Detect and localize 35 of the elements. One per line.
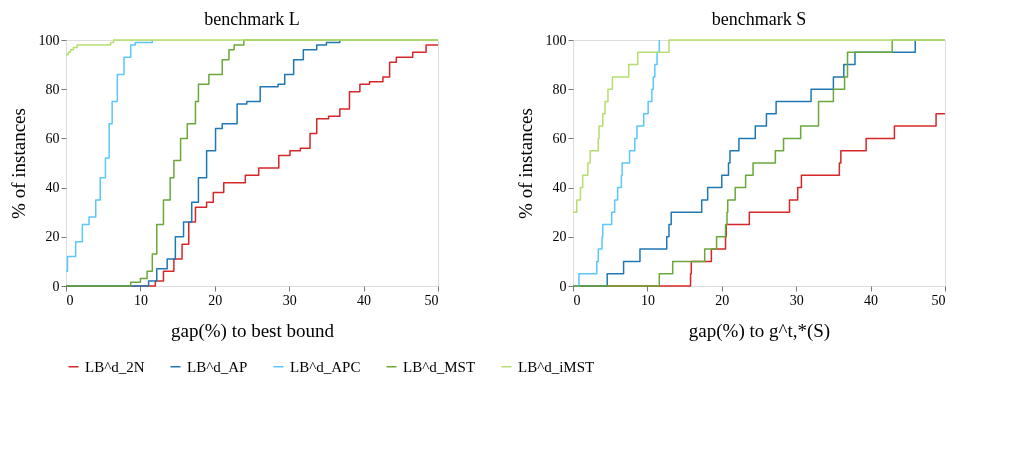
legend-label: LB^d_AP xyxy=(187,358,248,375)
y-tick-label: 60 xyxy=(552,130,567,146)
x-tick-label: 20 xyxy=(208,292,223,308)
chart-title: benchmark S xyxy=(711,9,807,29)
x-tick-label: 40 xyxy=(864,292,879,308)
x-tick-label: 40 xyxy=(357,292,372,308)
y-tick-label: 40 xyxy=(45,180,60,196)
y-axis-title: % of instances xyxy=(514,108,536,219)
legend-label: LB^d_MST xyxy=(403,358,476,375)
y-tick-label: 80 xyxy=(45,81,60,97)
y-tick-label: 20 xyxy=(552,229,567,245)
x-axis-title: gap(%) to best bound xyxy=(170,319,335,342)
y-tick-label: 60 xyxy=(45,130,60,146)
x-axis-title: gap(%) to g^t,*(S) xyxy=(688,319,831,342)
x-tick-label: 10 xyxy=(640,292,655,308)
legend-label: LB^d_iMST xyxy=(518,358,595,375)
x-tick-label: 30 xyxy=(282,292,297,308)
y-axis-title: % of instances xyxy=(7,108,29,219)
y-tick-label: 40 xyxy=(552,180,567,196)
y-tick-label: 20 xyxy=(45,229,60,245)
y-tick-label: 100 xyxy=(38,32,60,48)
y-tick-label: 0 xyxy=(559,278,567,294)
x-tick-label: 10 xyxy=(133,292,148,308)
x-tick-label: 50 xyxy=(424,292,439,308)
x-tick-label: 50 xyxy=(931,292,946,308)
x-tick-label: 0 xyxy=(66,292,74,308)
y-tick-label: 0 xyxy=(52,278,60,294)
x-tick-label: 20 xyxy=(715,292,730,308)
legend-label: LB^d_2N xyxy=(85,358,145,375)
y-tick-label: 80 xyxy=(552,81,567,97)
y-tick-label: 100 xyxy=(545,32,567,48)
chart-title: benchmark L xyxy=(204,9,300,29)
x-tick-label: 30 xyxy=(789,292,804,308)
legend-label: LB^d_APC xyxy=(290,358,361,375)
x-tick-label: 0 xyxy=(573,292,581,308)
